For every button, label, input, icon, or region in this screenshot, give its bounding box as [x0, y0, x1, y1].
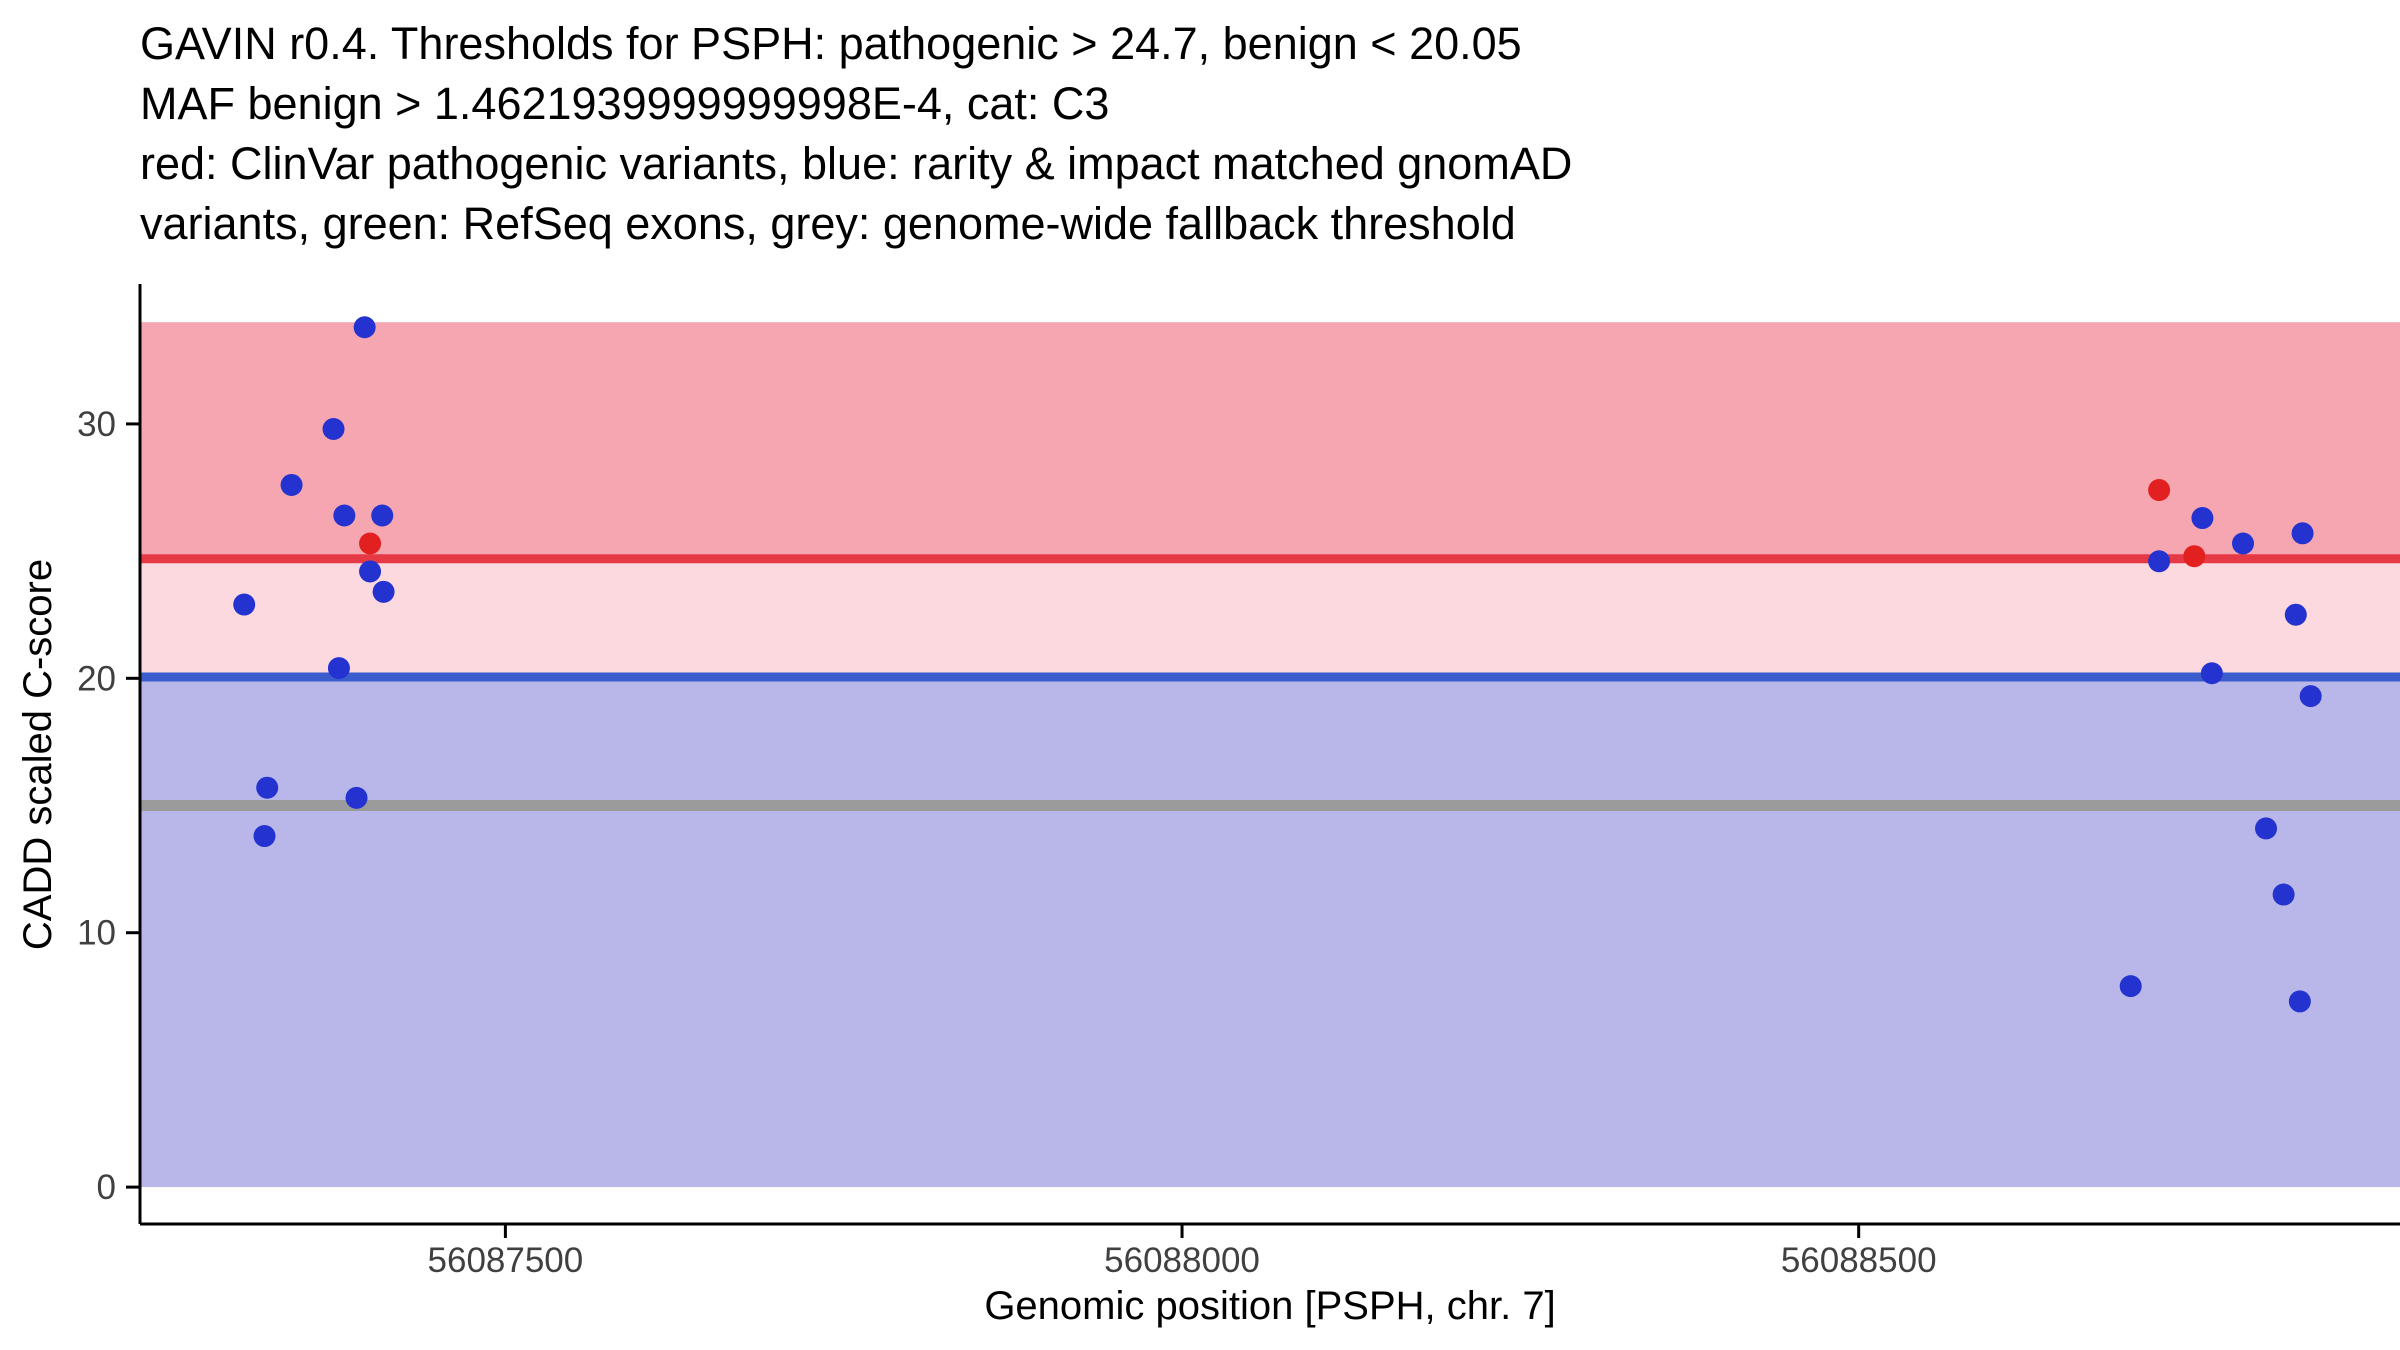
clinvar-pathogenic-point — [2183, 545, 2206, 568]
gnomad-variant-point — [2200, 662, 2223, 685]
plot-title-line-3: red: ClinVar pathogenic variants, blue: … — [140, 138, 1573, 189]
benign-zone-band — [140, 677, 2400, 1188]
gnomad-variant-point — [2288, 990, 2311, 1013]
gnomad-variant-point — [233, 593, 256, 616]
y-axis-label-wrap: CADD scaled C-score — [2, 284, 76, 1224]
gnomad-variant-point — [327, 657, 350, 680]
gnomad-variant-point — [322, 418, 345, 441]
gnomad-variant-point — [371, 504, 394, 527]
pathogenic-zone-band — [140, 322, 2400, 559]
clinvar-pathogenic-point — [2148, 479, 2171, 502]
gnomad-variant-point — [372, 580, 395, 603]
gnomad-variant-point — [2255, 817, 2278, 840]
gnomad-variant-point — [2272, 883, 2295, 906]
gnomad-variant-point — [280, 473, 303, 496]
gnomad-variant-point — [2299, 685, 2322, 708]
gnomad-variant-point — [345, 786, 368, 809]
x-axis-label: Genomic position [PSPH, chr. 7] — [984, 1284, 1556, 1328]
gnomad-variant-point — [253, 825, 276, 848]
gnomad-variant-point — [2148, 550, 2171, 573]
x-tick-label: 56088500 — [1781, 1241, 1937, 1280]
y-tick-label: 10 — [77, 914, 116, 953]
plot-title-line-4: variants, green: RefSeq exons, grey: gen… — [140, 198, 1516, 249]
plot-title-line-2: MAF benign > 1.4621939999999998E-4, cat:… — [140, 78, 1110, 129]
gnomad-variant-point — [333, 504, 356, 527]
gnomad-variant-point — [2119, 975, 2142, 998]
clinvar-pathogenic-point — [359, 532, 382, 555]
gnomad-variant-point — [2191, 507, 2214, 530]
gnomad-variant-point — [256, 776, 279, 799]
plot-title-line-1: GAVIN r0.4. Thresholds for PSPH: pathoge… — [140, 18, 1522, 69]
y-tick-label: 20 — [77, 659, 116, 698]
gnomad-variant-point — [2232, 532, 2255, 555]
y-tick-label: 30 — [77, 405, 116, 444]
gnomad-variant-point — [2291, 522, 2314, 545]
intermediate-zone-band — [140, 558, 2400, 678]
gnomad-variant-point — [359, 560, 382, 583]
y-tick-label: 0 — [97, 1168, 116, 1207]
y-axis-label: CADD scaled C-score — [16, 558, 61, 950]
gnomad-variant-point — [353, 316, 376, 339]
gnomad-variant-point — [2284, 603, 2307, 626]
x-tick-label: 56087500 — [428, 1241, 584, 1280]
x-tick-label: 56088000 — [1104, 1241, 1260, 1280]
plot-title: GAVIN r0.4. Thresholds for PSPH: pathoge… — [140, 14, 1572, 254]
